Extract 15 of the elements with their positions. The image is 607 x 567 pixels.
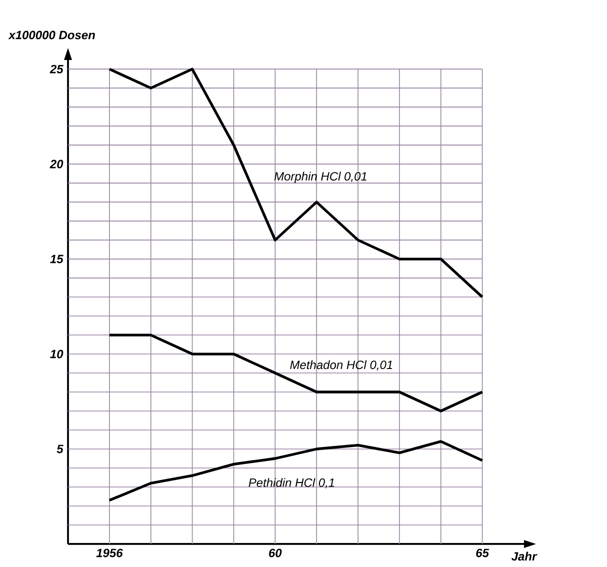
line-series [108,68,484,298]
x-axis-title: Jahr [511,552,538,561]
x-tick-label: 1956 [96,548,123,558]
line-series [108,440,484,502]
series-label: Methadon HCl 0,01 [290,360,392,371]
x-tick-label: 60 [269,548,282,558]
y-tick-label: 5 [56,444,64,454]
x-tick-label: 65 [476,548,490,558]
series-label: Pethidin HCl 0,1 [248,478,334,488]
series-label: Morphin HCl 0,01 [274,172,366,183]
y-tick-label: 20 [50,160,64,168]
y-tick-label: 10 [50,350,64,358]
y-tick-label: 25 [50,64,64,74]
y-tick-label: 15 [50,254,64,264]
y-axis-title: x100000 Dosen [8,30,95,40]
